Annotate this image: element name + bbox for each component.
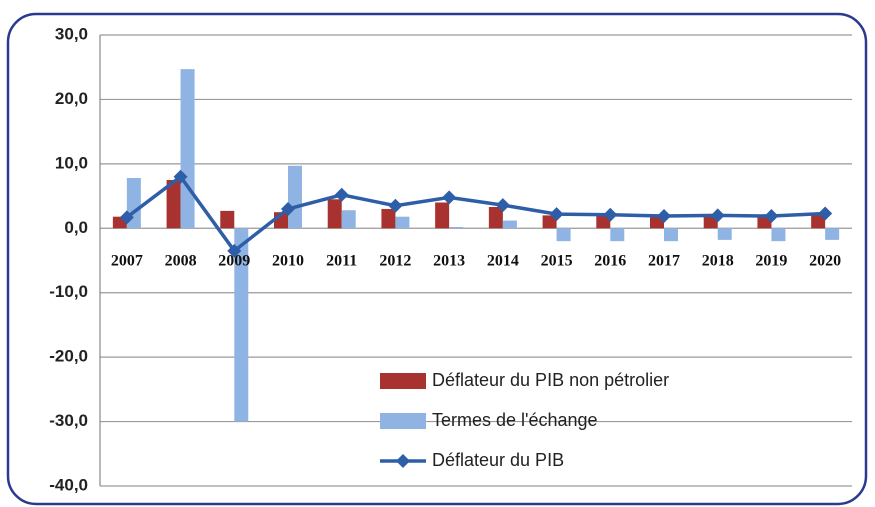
y-tick-label: -10,0 <box>49 282 88 301</box>
x-tick-label: 2013 <box>433 253 465 270</box>
line-marker <box>495 198 510 213</box>
bar <box>717 228 732 240</box>
legend-label: Déflateur du PIB <box>432 450 564 470</box>
frame <box>6 12 868 506</box>
line-marker <box>603 207 618 222</box>
line-marker <box>227 243 242 258</box>
bar <box>112 216 127 229</box>
line-marker <box>119 210 134 225</box>
line-marker <box>764 209 779 224</box>
bar <box>435 202 450 229</box>
bar <box>757 216 772 229</box>
bar <box>610 228 625 242</box>
bar <box>234 228 249 422</box>
bar <box>220 210 235 229</box>
bar <box>556 228 571 242</box>
bar <box>381 208 396 229</box>
x-tick-label: 2008 <box>165 253 197 270</box>
x-tick-label: 2018 <box>702 253 734 270</box>
bar <box>596 215 611 229</box>
legend-swatch <box>380 413 426 429</box>
bar <box>825 228 840 240</box>
x-tick-label: 2019 <box>755 253 787 270</box>
bar <box>341 210 356 229</box>
x-tick-label: 2014 <box>487 253 519 270</box>
x-tick-label: 2020 <box>809 253 841 270</box>
bar <box>327 199 342 229</box>
bar <box>395 216 410 229</box>
x-tick-label: 2015 <box>541 253 573 270</box>
y-tick-label: 10,0 <box>55 153 88 172</box>
y-tick-label: 30,0 <box>55 24 88 43</box>
x-tick-label: 2012 <box>379 253 411 270</box>
x-tick-label: 2007 <box>111 253 143 270</box>
legend-label: Déflateur du PIB non pétrolier <box>432 370 669 390</box>
bar <box>542 215 557 229</box>
line-marker <box>818 206 833 221</box>
line-marker <box>334 187 349 202</box>
bar <box>488 207 503 229</box>
legend-swatch <box>380 373 426 389</box>
bar <box>166 179 181 229</box>
line-marker <box>442 190 457 205</box>
line-marker <box>710 208 725 223</box>
y-tick-label: -30,0 <box>49 411 88 430</box>
bar <box>664 228 678 242</box>
line-marker <box>657 209 671 224</box>
line <box>125 174 826 254</box>
bar <box>502 220 517 229</box>
bar <box>811 215 826 229</box>
y-tick-label: -40,0 <box>49 475 88 494</box>
line-marker <box>281 201 295 216</box>
x-tick-label: 2009 <box>218 253 250 270</box>
x-tick-label: 2016 <box>594 253 626 270</box>
x-tick-label: 2017 <box>648 253 680 270</box>
y-tick-label: 20,0 <box>55 89 88 108</box>
x-tick-label: 2010 <box>272 253 304 270</box>
line-marker <box>388 198 403 213</box>
line-marker <box>549 207 564 222</box>
bar <box>771 228 786 242</box>
line-marker <box>173 169 188 184</box>
legend-marker <box>396 454 410 468</box>
bar <box>180 69 195 229</box>
bar <box>449 226 464 229</box>
y-tick-label: -20,0 <box>49 347 88 366</box>
bar <box>288 165 302 229</box>
x-tick-label: 2011 <box>326 253 357 270</box>
bar <box>650 216 664 229</box>
legend-label: Termes de l'échange <box>432 410 598 430</box>
y-tick-label: 0,0 <box>64 218 88 237</box>
